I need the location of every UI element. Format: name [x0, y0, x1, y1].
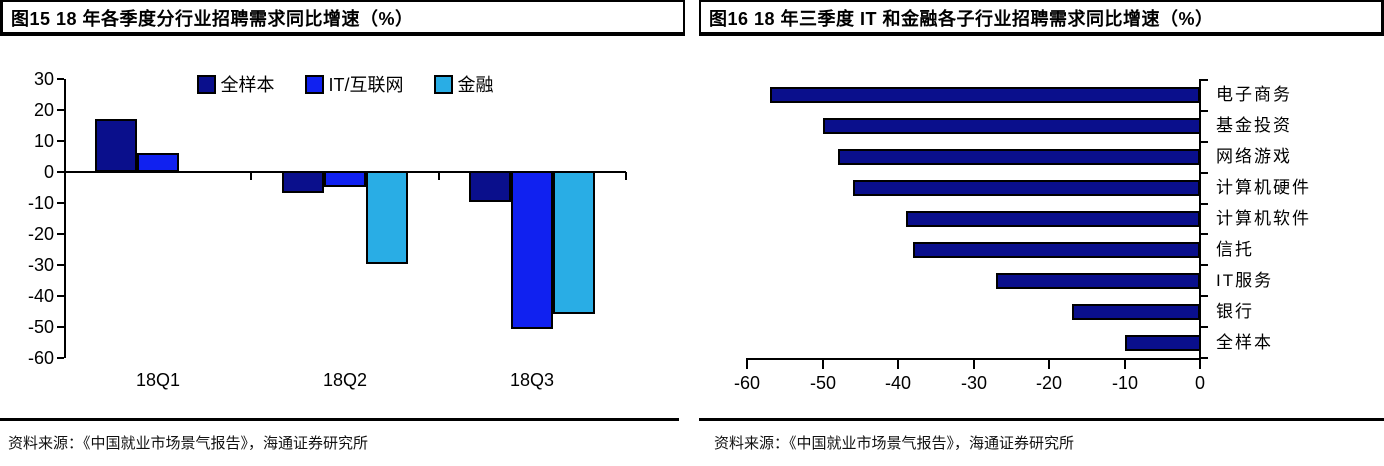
value-axis-tick: [1199, 358, 1201, 369]
category-axis-tick: [1199, 79, 1208, 81]
legend-item-全样本: 全样本: [196, 71, 275, 97]
bar-基金投资: [823, 118, 1201, 134]
category-axis-tick: [1199, 326, 1208, 328]
value-axis-tick: [822, 358, 824, 369]
category-label: IT服务: [1216, 271, 1274, 290]
x-axis-tick: [250, 172, 252, 180]
bar-金融-18Q3: [553, 171, 595, 314]
value-axis-tick: [1124, 358, 1126, 369]
y-axis-tick: [57, 326, 64, 328]
category-axis-tick: [1199, 172, 1208, 174]
category-label: 全样本: [1216, 333, 1273, 352]
legend-item-IT/互联网: IT/互联网: [304, 71, 404, 97]
x-category-label: 18Q3: [509, 370, 555, 390]
value-axis-label: -30: [960, 373, 987, 393]
legend-swatch-icon: [433, 74, 453, 94]
category-label: 基金投资: [1216, 116, 1292, 135]
bar-IT服务: [996, 273, 1200, 289]
bar-计算机软件: [906, 211, 1200, 227]
value-axis-label: 0: [1194, 373, 1205, 393]
y-axis-tick: [57, 140, 64, 142]
y-axis: [64, 79, 66, 358]
figure-16-source: 资料来源：《中国就业市场景气报告》，海通证券研究所: [714, 436, 1075, 452]
y-axis-tick: [57, 202, 64, 204]
y-axis-label: 20: [33, 100, 54, 120]
category-axis-tick: [1199, 295, 1208, 297]
y-axis-label: -50: [27, 317, 54, 337]
figure-15-source: 资料来源：《中国就业市场景气报告》，海通证券研究所: [8, 436, 369, 452]
bar-金融-18Q2: [366, 171, 408, 264]
figure-16-horizontal-bar-chart: -60 -50 -40 -30 -20 -10 0 电子商务基金投资网络游戏计算机硬件计算机软…: [692, 36, 1384, 418]
bar-信托: [913, 242, 1200, 258]
y-axis-tick: [57, 264, 64, 266]
figure-15-bottom-rule: [0, 418, 679, 421]
y-axis-label: -60: [27, 348, 54, 368]
x-axis-tick: [625, 172, 627, 180]
value-axis-tick: [1048, 358, 1050, 369]
legend-swatch-icon: [196, 74, 216, 94]
value-axis-tick: [897, 358, 899, 369]
bar-网络游戏: [838, 149, 1200, 165]
value-axis-tick: [746, 358, 748, 369]
bar-全样本-18Q1: [95, 119, 137, 172]
y-axis-label: -20: [27, 224, 54, 244]
value-axis-label: -20: [1035, 373, 1062, 393]
value-axis-label: -60: [733, 373, 760, 393]
bar-IT/互联网-18Q3: [511, 171, 553, 329]
x-axis-tick: [438, 172, 440, 180]
y-axis-label: 0: [43, 162, 54, 182]
x-category-label: 18Q2: [322, 370, 368, 390]
category-label: 计算机硬件: [1216, 178, 1311, 197]
y-axis-tick: [57, 109, 64, 111]
y-axis-tick: [57, 78, 64, 80]
bar-全样本-18Q2: [282, 171, 324, 193]
category-axis-tick: [1199, 264, 1208, 266]
category-axis: [1199, 80, 1201, 360]
figure-15-title: 图15 18 年各季度分行业招聘需求同比增速（%）: [0, 0, 685, 36]
value-axis-label: -50: [809, 373, 836, 393]
category-label: 信托: [1216, 240, 1254, 259]
bar-IT/互联网-18Q2: [324, 171, 366, 187]
figure-16-title: 图16 18 年三季度 IT 和金融各子行业招聘需求同比增速（%）: [699, 0, 1384, 36]
bar-银行: [1072, 304, 1200, 320]
figure-15-grouped-bar-chart: 30 20 10 0 -10 -20 -30 -40 -50 -60 18Q1 18Q2 18Q3 全样本…: [0, 36, 692, 418]
figure-16-panel: 图16 18 年三季度 IT 和金融各子行业招聘需求同比增速（%） -60 -50…: [692, 0, 1384, 466]
legend-label: 全样本: [220, 75, 275, 95]
category-axis-tick: [1199, 357, 1208, 359]
category-label: 计算机软件: [1216, 209, 1311, 228]
y-axis-label: 30: [33, 69, 54, 89]
category-axis-tick: [1199, 233, 1208, 235]
legend: 全样本 IT/互联网 金融: [64, 73, 626, 95]
y-axis-tick: [57, 233, 64, 235]
category-label: 电子商务: [1216, 85, 1292, 104]
y-axis-label: -10: [27, 193, 54, 213]
bar-IT/互联网-18Q1: [137, 153, 179, 172]
legend-label: 金融: [457, 75, 494, 95]
legend-swatch-icon: [304, 74, 324, 94]
legend-item-金融: 金融: [433, 71, 494, 97]
bar-计算机硬件: [853, 180, 1200, 196]
value-axis-label: -40: [884, 373, 911, 393]
category-axis-tick: [1199, 141, 1208, 143]
y-axis-tick: [57, 171, 64, 173]
category-label: 网络游戏: [1216, 147, 1292, 166]
y-axis-label: 10: [33, 131, 54, 151]
legend-label: IT/互联网: [328, 75, 404, 95]
bar-电子商务: [770, 87, 1200, 103]
category-label: 银行: [1216, 302, 1254, 321]
value-axis-label: -10: [1111, 373, 1138, 393]
figure-16-bottom-rule: [699, 418, 1384, 421]
category-axis-tick: [1199, 203, 1208, 205]
figure-15-panel: 图15 18 年各季度分行业招聘需求同比增速（%） 30 20 10 0 -10 -20 -…: [0, 0, 692, 452]
bar-全样本-18Q3: [469, 171, 511, 202]
y-axis-label: -40: [27, 286, 54, 306]
y-axis-tick: [57, 295, 64, 297]
y-axis-tick: [57, 357, 64, 359]
bar-全样本: [1125, 335, 1201, 351]
y-axis-label: -30: [27, 255, 54, 275]
category-axis-tick: [1199, 110, 1208, 112]
value-axis-tick: [973, 358, 975, 369]
x-category-label: 18Q1: [135, 370, 181, 390]
